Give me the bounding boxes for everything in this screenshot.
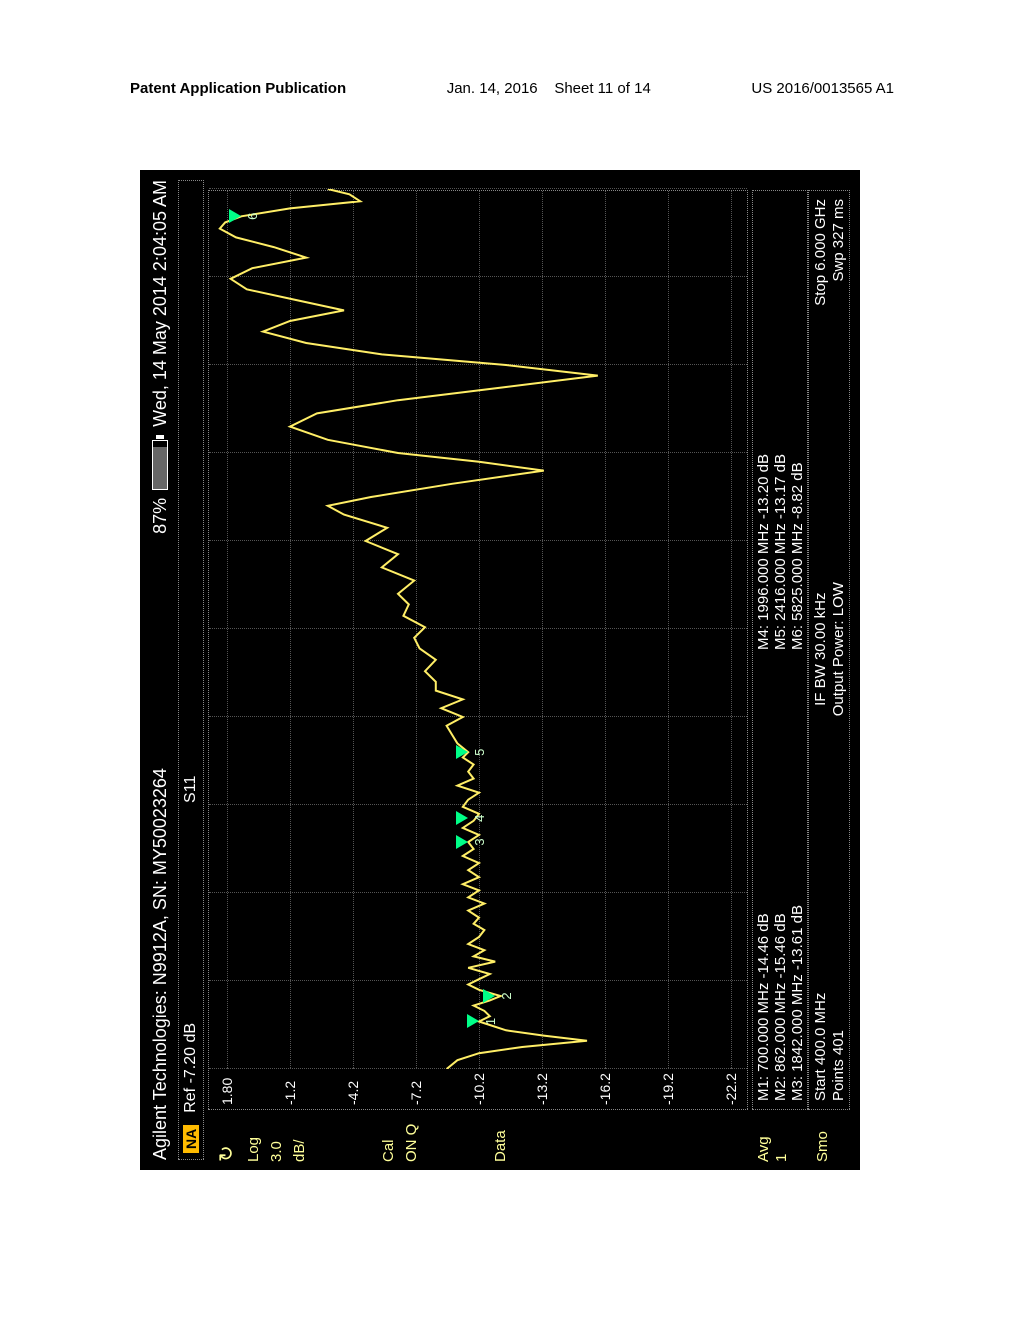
marker-number: 2 bbox=[499, 992, 514, 999]
marker-triangle-icon bbox=[456, 745, 468, 759]
marker-row: M1: 700.000 MHz -14.46 dB bbox=[755, 650, 772, 1101]
figure-container: FIG. 11 Agilent Technologies: N9912A, SN… bbox=[140, 170, 860, 1170]
smo-label: Smo bbox=[814, 1131, 831, 1162]
marker-row: M2: 862.000 MHz -15.46 dB bbox=[772, 650, 789, 1101]
network-analyzer-screen: Agilent Technologies: N9912A, SN: MY5002… bbox=[140, 170, 860, 1170]
y-tick-label: -22.2 bbox=[723, 1073, 739, 1105]
plot-area: 1.80 -1.2 -4.2 -7.2 -10.2 -13.2 -16.2 -19.2 -22.… bbox=[208, 190, 748, 1110]
y-tick-label: -4.2 bbox=[345, 1081, 361, 1105]
marker-number: 5 bbox=[472, 749, 487, 756]
marker-row: M6: 5825.000 MHz -8.82 dB bbox=[789, 199, 806, 650]
s11-trace bbox=[209, 189, 749, 1069]
titlebar: Agilent Technologies: N9912A, SN: MY5002… bbox=[146, 180, 174, 1160]
data-label: Data bbox=[492, 1110, 509, 1162]
page-date: Jan. 14, 2016 Sheet 11 of 14 bbox=[447, 80, 651, 97]
y-tick-label: -13.2 bbox=[534, 1073, 550, 1105]
y-tick-label: -1.2 bbox=[282, 1081, 298, 1105]
log-label: Log bbox=[245, 1110, 262, 1162]
output-power: Output Power: LOW bbox=[830, 582, 847, 716]
marker-number: 1 bbox=[483, 1018, 498, 1025]
footer-bar: Start 400.0 MHz Points 401 IF BW 30.00 k… bbox=[808, 190, 850, 1110]
marker-number: 4 bbox=[472, 815, 487, 822]
y-tick-label: -7.2 bbox=[408, 1081, 424, 1105]
clock: Wed, 14 May 2014 2:04:05 AM bbox=[150, 180, 171, 427]
points: Points 401 bbox=[830, 993, 847, 1101]
marker-triangle-icon bbox=[229, 209, 241, 223]
ref-label: Ref -7.20 dB bbox=[182, 1023, 200, 1113]
marker-triangle-icon bbox=[467, 1014, 479, 1028]
y-tick-label: -16.2 bbox=[597, 1073, 613, 1105]
trace-name: S11 bbox=[182, 776, 200, 803]
scale-value: 3.0 bbox=[268, 1110, 285, 1162]
marker-table: M1: 700.000 MHz -14.46 dBM2: 862.000 MHz… bbox=[752, 190, 808, 1110]
page-header: Patent Application Publication Jan. 14, … bbox=[0, 80, 1024, 97]
start-freq: Start 400.0 MHz bbox=[812, 993, 829, 1101]
scale-unit: dB/ bbox=[291, 1110, 308, 1162]
battery-icon bbox=[152, 435, 168, 490]
marker-triangle-icon bbox=[456, 811, 468, 825]
marker-number: 6 bbox=[245, 213, 260, 220]
avg-label: Avg bbox=[755, 1131, 772, 1162]
stop-freq: Stop 6.000 GHz bbox=[812, 199, 829, 306]
cal-label: Cal bbox=[380, 1110, 397, 1162]
device-title: Agilent Technologies: N9912A, SN: MY5002… bbox=[150, 768, 171, 1160]
left-footer-status: Avg 1 Smo bbox=[754, 1131, 832, 1162]
publication-label: Patent Application Publication bbox=[130, 80, 346, 97]
info-bar: NA Ref -7.20 dB S11 bbox=[178, 180, 204, 1160]
marker-row: M4: 1996.000 MHz -13.20 dB bbox=[755, 199, 772, 650]
publication-number: US 2016/0013565 A1 bbox=[751, 80, 894, 97]
y-tick-label: -19.2 bbox=[660, 1073, 676, 1105]
y-tick-label: -10.2 bbox=[471, 1073, 487, 1105]
cal-state: ON Q bbox=[403, 1110, 420, 1162]
pointer-icon: ↻ bbox=[214, 1110, 239, 1162]
mode-badge: NA bbox=[183, 1125, 199, 1153]
marker-number: 3 bbox=[472, 838, 487, 845]
y-tick-label: 1.80 bbox=[219, 1078, 235, 1105]
left-settings-column: ↻ Log 3.0 dB/ Cal ON Q Data bbox=[208, 1110, 748, 1170]
marker-triangle-icon bbox=[456, 835, 468, 849]
if-bw: IF BW 30.00 kHz bbox=[812, 582, 829, 716]
sweep-time: Swp 327 ms bbox=[830, 199, 847, 306]
avg-count: 1 bbox=[773, 1131, 790, 1162]
marker-triangle-icon bbox=[483, 989, 495, 1003]
marker-row: M3: 1842.000 MHz -13.61 dB bbox=[789, 650, 806, 1101]
battery-pct: 87% bbox=[150, 498, 171, 534]
marker-row: M5: 2416.000 MHz -13.17 dB bbox=[772, 199, 789, 650]
